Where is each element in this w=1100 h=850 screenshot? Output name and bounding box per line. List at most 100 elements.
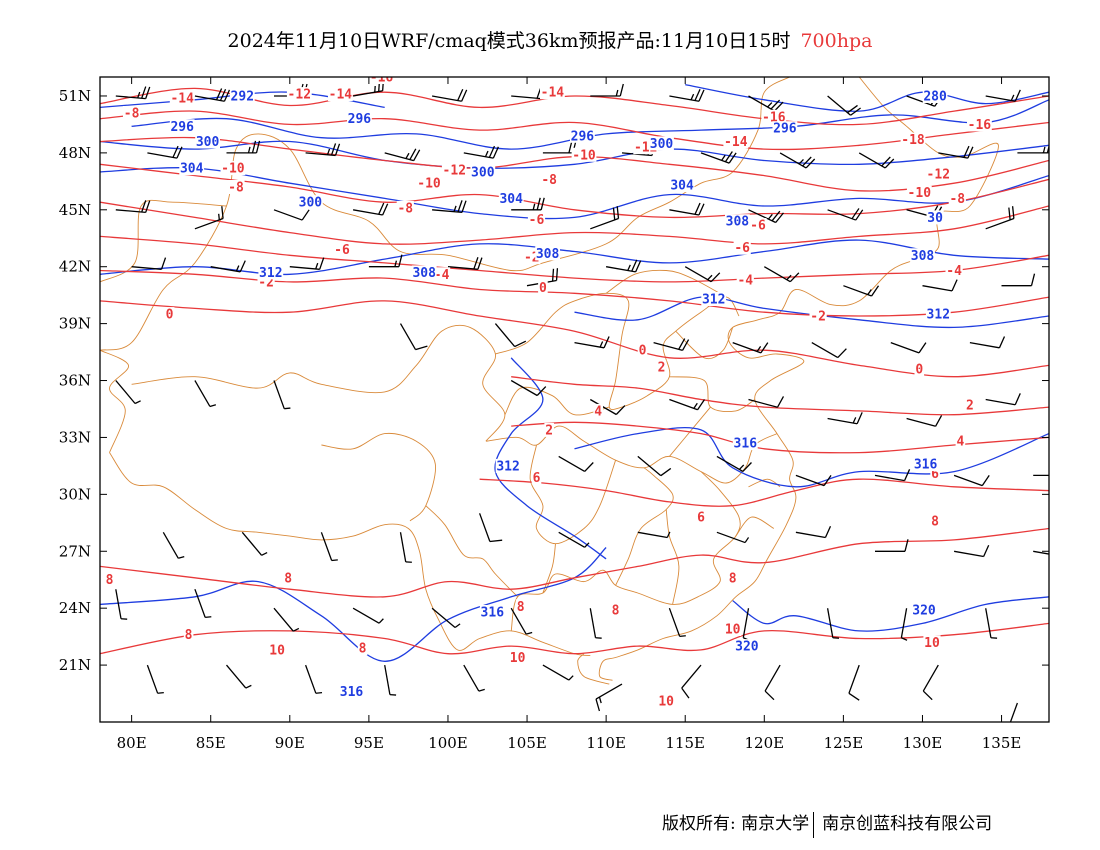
wind-barb <box>558 455 594 472</box>
temperature-label: -14 <box>170 91 194 106</box>
temperature-label: 10 <box>510 651 526 666</box>
temperature-label: 6 <box>533 471 541 486</box>
height-label-bg <box>179 161 205 176</box>
temperature-label-bg <box>637 343 648 358</box>
temperature-label-bg <box>540 85 565 100</box>
wind-barb <box>732 341 769 354</box>
wind-barb <box>795 525 832 539</box>
boundary-line <box>100 349 129 453</box>
lat-tick-label: 36N <box>59 372 91 390</box>
temperature-contour <box>100 269 1049 317</box>
axis-layer: 80E 85E 90E 95E 100E 105E 110E 115E 120E 125E 130E… <box>59 77 1049 752</box>
boundary-line <box>598 77 999 681</box>
lat-tick-label: 27N <box>59 542 91 560</box>
height-label-bg <box>229 89 255 103</box>
temperature-label: -18 <box>901 133 925 148</box>
temperature-label: 8 <box>106 573 114 588</box>
temperature-label-bg <box>540 172 558 187</box>
height-label-bg <box>258 265 284 280</box>
height-label-bg <box>732 436 758 451</box>
lon-tick-label: 85E <box>196 734 226 752</box>
lat-tick-label: 24N <box>59 599 91 617</box>
height-label: 312 <box>496 459 519 474</box>
temperature-label: 2 <box>545 423 553 438</box>
temperature-label: -10 <box>908 186 932 201</box>
height-label: 292 <box>231 90 254 105</box>
wind-barb <box>431 88 468 102</box>
wind-barb <box>1001 273 1036 287</box>
height-label: 312 <box>927 308 950 323</box>
wind-barb <box>637 531 671 539</box>
temperature-label-bg <box>333 242 351 257</box>
height-label: 320 <box>912 604 936 619</box>
wind-barb <box>478 513 503 543</box>
temperature-contour <box>100 87 1049 126</box>
boundary-line <box>100 77 790 351</box>
lat-tick-label: 45N <box>59 201 91 219</box>
wind-barb <box>827 95 861 116</box>
wind-barb <box>510 379 547 397</box>
wind-barb <box>352 607 384 624</box>
temperature-label: 0 <box>166 308 174 323</box>
temperature-label-bg <box>925 166 951 181</box>
wind-barb <box>447 257 483 270</box>
height-label: 308 <box>412 266 436 281</box>
wind-barb <box>953 474 990 487</box>
temperature-label: -14 <box>541 86 565 101</box>
wind-barb <box>890 341 927 354</box>
wind-barb <box>384 148 421 162</box>
temperature-contour <box>100 163 1049 219</box>
height-contour <box>100 140 1049 169</box>
lat-tick-label: 42N <box>59 258 91 276</box>
wind-barb <box>669 202 705 216</box>
boundary-line <box>615 467 674 586</box>
height-label-bg <box>347 111 372 126</box>
temperature-label-bg <box>396 200 414 215</box>
wind-barb <box>542 664 574 681</box>
wind-barb <box>115 380 141 405</box>
height-label-bg <box>910 248 935 263</box>
temperature-label: -8 <box>541 173 557 188</box>
wind-barb <box>938 145 974 159</box>
temperature-label-bg <box>227 180 245 194</box>
temperature-label: -12 <box>288 88 311 103</box>
height-label: 308 <box>726 215 750 230</box>
temperature-label: 0 <box>539 281 547 296</box>
temperature-label-bg <box>268 642 286 657</box>
height-label-bg <box>535 246 560 261</box>
wind-barb <box>843 285 880 297</box>
lon-tick-label: 100E <box>428 734 468 752</box>
map-title: 2024年11月10日WRF/cmaq模式36km预报产品:11月10日15时 7… <box>0 26 1100 53</box>
temperature-label: 0 <box>639 344 647 359</box>
height-contour <box>100 239 1049 276</box>
temperature-label: -4 <box>434 268 450 283</box>
wind-barb <box>748 95 784 112</box>
wind-barb <box>210 260 246 273</box>
height-label-bg <box>922 89 948 103</box>
height-label-bg <box>169 119 195 134</box>
height-label-bg <box>669 178 695 193</box>
wind-barb <box>399 323 428 351</box>
height-contour <box>574 426 1049 488</box>
wind-barb <box>969 336 1006 349</box>
temperature-label: 8 <box>284 571 292 586</box>
temperature-label: -6 <box>529 213 545 228</box>
wind-barb <box>985 608 998 639</box>
temperature-label: 8 <box>729 571 737 586</box>
wind-barb <box>795 474 832 487</box>
wind-barb <box>463 664 485 692</box>
temperature-label-bg <box>164 307 175 322</box>
wind-barb <box>352 202 389 216</box>
wind-barb <box>463 145 499 159</box>
lon-tick-label: 110E <box>586 734 626 752</box>
height-label: 300 <box>299 196 323 211</box>
height-label-bg <box>772 121 798 136</box>
boundary-line <box>669 376 756 412</box>
height-label-bg <box>913 457 938 471</box>
height-label-bg <box>734 639 760 654</box>
wind-barb <box>653 338 690 351</box>
temperature-label: 8 <box>612 604 620 619</box>
wind-barb <box>115 589 128 620</box>
temperature-label: 10 <box>924 636 940 651</box>
temperature-label: -4 <box>946 264 962 279</box>
